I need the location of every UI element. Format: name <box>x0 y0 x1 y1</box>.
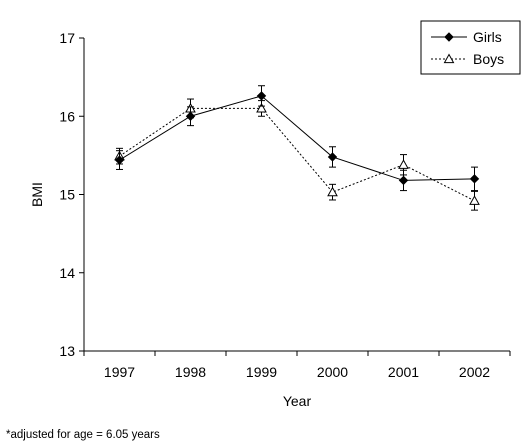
axes: 13 14 15 16 17 1997 1998 1999 2000 2001 2002 <box>59 30 511 380</box>
legend: Girls Boys <box>420 20 521 75</box>
legend-box <box>420 20 521 75</box>
series-layer <box>114 85 480 211</box>
data-point <box>469 174 480 184</box>
x-tick-label: 2002 <box>459 364 490 380</box>
data-point <box>469 195 480 205</box>
y-axis-label: BMI <box>29 182 45 207</box>
legend-label: Boys <box>473 51 504 67</box>
data-point <box>256 102 267 113</box>
x-tick-label: 1998 <box>175 364 206 380</box>
data-point <box>185 111 196 121</box>
series-boys <box>114 98 480 211</box>
data-point <box>114 155 125 165</box>
series-girls <box>114 85 480 192</box>
legend-label: Girls <box>473 29 502 45</box>
x-tick-label: 2001 <box>388 364 419 380</box>
x-tick-label: 1999 <box>246 364 277 380</box>
legend-marker <box>444 32 454 42</box>
data-point <box>398 159 409 169</box>
series-line <box>119 107 475 202</box>
y-tick-label: 16 <box>59 108 75 124</box>
y-tick-label: 17 <box>59 30 75 46</box>
y-tick-label: 13 <box>59 343 75 359</box>
x-tick-label: 1997 <box>104 364 135 380</box>
legend-marker <box>443 53 455 64</box>
data-point <box>327 152 338 162</box>
data-point <box>398 175 409 186</box>
series-line <box>119 95 475 181</box>
data-point <box>256 91 267 101</box>
x-tick-label: 2000 <box>317 364 348 380</box>
footnote: *adjusted for age = 6.05 years <box>6 429 160 441</box>
x-axis-label: Year <box>283 393 312 409</box>
y-tick-label: 14 <box>59 265 75 281</box>
data-point <box>327 186 338 197</box>
y-tick-label: 15 <box>59 187 75 203</box>
